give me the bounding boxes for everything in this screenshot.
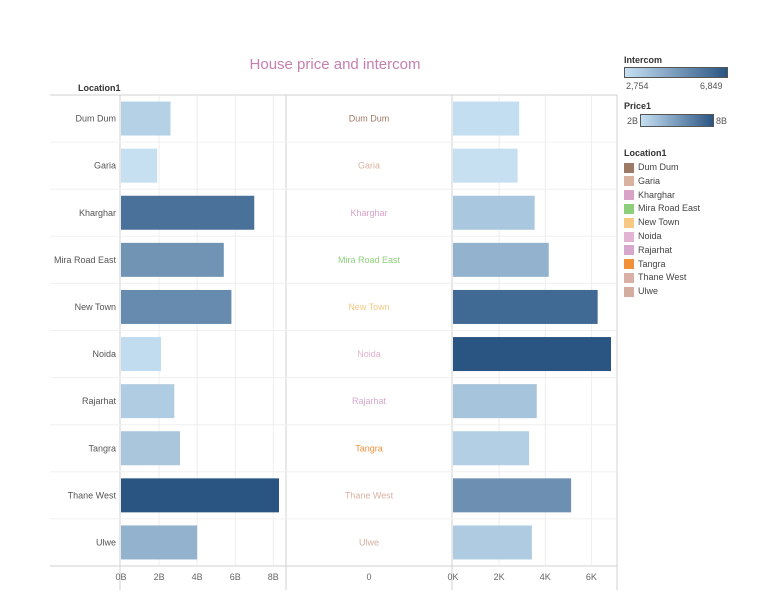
legend-label: Noida [638, 231, 662, 241]
intercom-gradient [624, 67, 728, 78]
chart-title: House price and intercom [249, 56, 421, 73]
legend-label: Kharghar [638, 189, 676, 200]
price-min-label: 2B [627, 116, 639, 126]
intercom-max-label: 6,849 [700, 81, 723, 91]
location-legend-item: Noida [624, 231, 662, 244]
category-label: New Town [75, 302, 116, 312]
category-label: Garia [94, 161, 116, 171]
legend-label: New Town [638, 217, 680, 228]
location-legend: Location1 Dum Dum Garia Kharghar Mira Road … [624, 148, 700, 297]
legend-label: Rajarhat [638, 244, 673, 255]
price-tick-label: 4B [192, 572, 203, 582]
legend-swatch [624, 286, 634, 297]
intercom-min-label: 2,754 [626, 81, 649, 91]
legend-swatch [624, 231, 634, 242]
location-legend-item: Rajarhat [624, 245, 672, 258]
price-tick-label: 6B [230, 572, 241, 582]
legend-swatch [624, 162, 634, 173]
intercom-bar [453, 242, 549, 277]
category-label: Mira Road East [54, 255, 117, 265]
price-max-label: 8B [716, 116, 728, 126]
price-legend-title: Price1 [624, 101, 652, 111]
legend-swatch [624, 176, 634, 187]
location-legend-title: Location1 [624, 148, 667, 158]
price-tick-label: 2B [154, 572, 165, 582]
location-legend-item: Kharghar [624, 190, 675, 203]
legend-label: Dum Dum [638, 162, 679, 172]
price-bar [121, 242, 224, 277]
location-legend-item: Garia [624, 176, 660, 189]
legend-label: Tangra [638, 258, 666, 269]
location-text-mark: Dum Dum [349, 114, 390, 124]
category-label: Dum Dum [75, 114, 116, 124]
price-bar [121, 478, 279, 513]
location-text-mark: Kharghar [350, 208, 387, 218]
legend-label: Garia [638, 175, 661, 186]
location-text-mark: Mira Road East [338, 255, 401, 265]
price-bar [121, 195, 255, 230]
location-text-mark: Rajarhat [352, 396, 387, 406]
price-bar [121, 148, 158, 183]
price-bar [121, 431, 181, 466]
price-gradient [640, 114, 714, 127]
intercom-bar [453, 148, 518, 183]
category-label: Ulwe [96, 537, 116, 547]
legend-swatch [624, 259, 634, 270]
intercom-bar [453, 431, 530, 466]
legend-swatch [624, 273, 634, 284]
location-legend-item: New Town [624, 217, 679, 230]
location-legend-item: Mira Road East [624, 203, 700, 216]
intercom-tick-label: 0K [447, 572, 458, 582]
legend-label: Thane West [638, 272, 687, 283]
category-label: Tangra [88, 443, 116, 453]
price-bar [121, 337, 161, 372]
location-text-mark: New Town [348, 302, 389, 312]
row-header-label: Location1 [78, 83, 121, 93]
location-text-mark: Ulwe [359, 537, 379, 547]
intercom-legend: Intercom [624, 55, 662, 65]
location-text-mark: Noida [357, 349, 381, 359]
intercom-bar [453, 384, 537, 419]
location-legend-item: Tangra [624, 259, 666, 272]
category-label: Noida [92, 349, 116, 359]
middle-tick-label: 0 [366, 572, 371, 582]
intercom-bar [453, 101, 520, 136]
price-tick-label: 8B [268, 572, 279, 582]
location-text-mark: Garia [358, 161, 380, 171]
intercom-bar [453, 195, 535, 230]
intercom-bar [453, 289, 598, 324]
legend-swatch [624, 204, 634, 215]
location-text-mark: Tangra [355, 443, 383, 453]
location-legend-item: Dum Dum [624, 162, 679, 175]
legend-swatch [624, 217, 634, 228]
location-text-mark: Thane West [345, 490, 394, 500]
location-legend-item: Ulwe [624, 286, 658, 299]
intercom-legend-title: Intercom [624, 55, 663, 65]
legend-label: Mira Road East [638, 203, 701, 214]
intercom-tick-label: 2K [494, 572, 505, 582]
intercom-bar [453, 337, 611, 372]
category-label: Rajarhat [82, 396, 117, 406]
price-legend: Price1 [624, 101, 651, 111]
price-bar [121, 384, 175, 419]
intercom-tick-label: 4K [540, 572, 551, 582]
price-tick-label: 0B [115, 572, 126, 582]
location-legend-item: Thane West [624, 272, 686, 285]
price-bar [121, 101, 171, 136]
price-bar [121, 289, 232, 324]
intercom-bar [453, 525, 532, 560]
legend-swatch [624, 245, 634, 256]
intercom-bar [453, 478, 572, 513]
intercom-tick-label: 6K [586, 572, 597, 582]
legend-label: Ulwe [638, 286, 659, 297]
price-bar [121, 525, 198, 560]
category-label: Kharghar [79, 208, 116, 218]
legend-swatch [624, 190, 634, 201]
category-label: Thane West [68, 490, 117, 500]
